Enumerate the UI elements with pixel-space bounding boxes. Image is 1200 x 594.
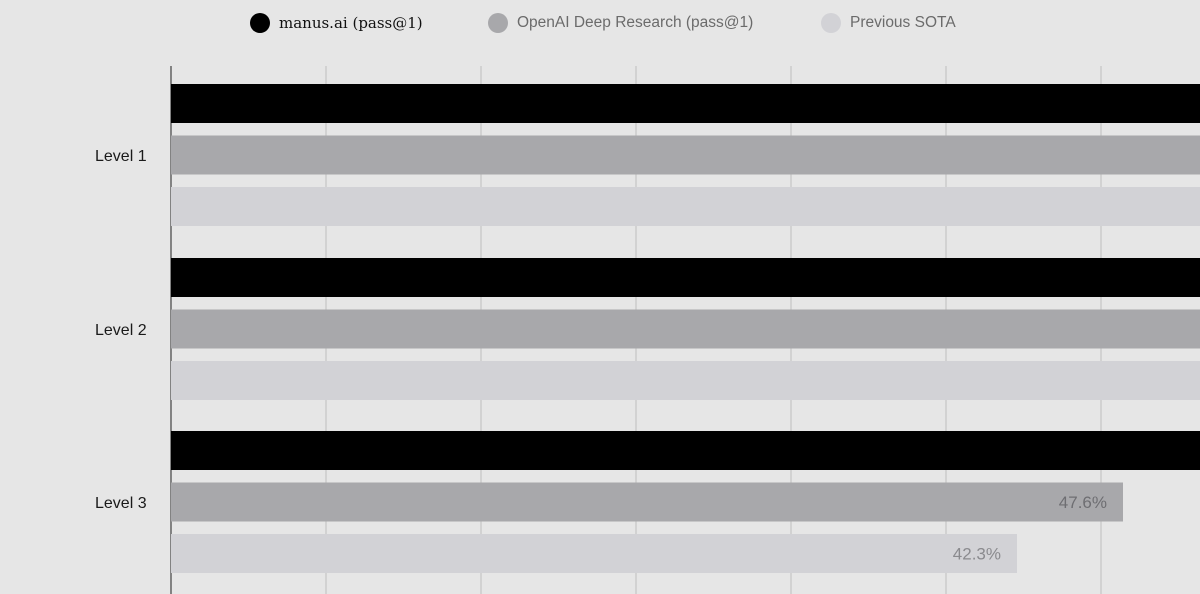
bar-level-3-series-2 [171, 482, 1123, 522]
bar-level-2-series-2 [171, 309, 1200, 349]
legend-item-previous-sota: Previous SOTA [821, 10, 956, 36]
legend-item-manus: manus.ai (pass@1) [250, 10, 423, 36]
legend-item-openai: OpenAI Deep Research (pass@1) [488, 10, 753, 36]
bar-level-1-series-3 [171, 187, 1200, 226]
bar-level-2-series-1 [171, 258, 1200, 297]
legend-label-manus: manus.ai (pass@1) [279, 14, 423, 32]
category-label-level-1: Level 1 [95, 148, 147, 165]
legend-swatch-previous-sota [821, 13, 841, 33]
legend-swatch-manus [250, 13, 270, 33]
bar-level-1-series-2 [171, 135, 1200, 175]
bar-label-level-3-series-3: 42.3% [953, 545, 1001, 564]
bar-label-level-3-series-2: 47.6% [1059, 493, 1107, 512]
bar-level-3-series-1 [171, 431, 1200, 470]
category-label-level-2: Level 2 [95, 322, 147, 339]
legend-label-previous-sota: Previous SOTA [850, 14, 956, 31]
bar-level-3-series-3 [171, 534, 1017, 573]
category-label-level-3: Level 3 [95, 495, 147, 512]
bar-level-2-series-3 [171, 361, 1200, 400]
legend: manus.ai (pass@1) OpenAI Deep Research (… [0, 10, 1200, 36]
legend-label-openai: OpenAI Deep Research (pass@1) [517, 14, 754, 31]
bar-level-1-series-1 [171, 84, 1200, 123]
legend-swatch-openai [488, 13, 508, 33]
